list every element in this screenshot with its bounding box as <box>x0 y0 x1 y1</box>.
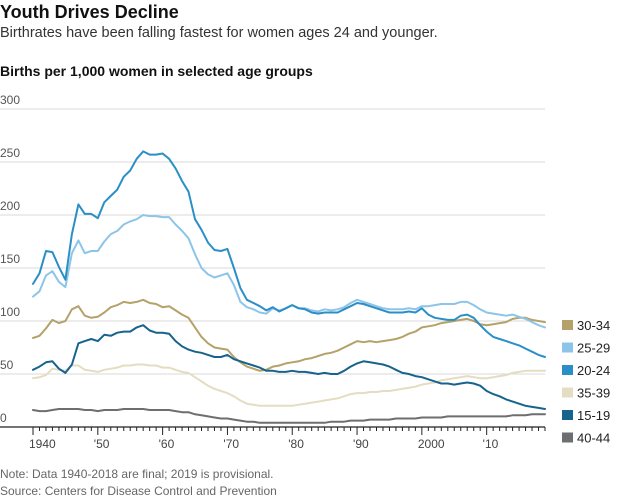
footnotes: Note: Data 1940-2018 are final; 2019 is … <box>0 466 277 500</box>
x-tick-label: '70 <box>223 437 239 451</box>
y-axis-label: Births per 1,000 women in selected age g… <box>0 63 313 79</box>
gridlines <box>0 108 545 375</box>
legend-swatch-35-39 <box>562 387 573 398</box>
legend-label-35-39: 35-39 <box>577 386 610 401</box>
legend-swatch-40-44 <box>562 432 573 443</box>
source-note: Source: Centers for Disease Control and … <box>0 484 277 498</box>
legend-swatch-30-34 <box>562 320 573 330</box>
legend: 30-34 25-29 20-24 35-39 15-19 40-44 <box>562 318 610 446</box>
series-line-15-19 <box>32 324 546 410</box>
x-tick-label: '90 <box>353 437 369 451</box>
x-tick-label: 2000 <box>418 437 445 451</box>
legend-label-15-19: 15-19 <box>577 408 610 423</box>
legend-label-30-34: 30-34 <box>577 318 610 333</box>
chart-title: Youth Drives Decline <box>0 2 179 22</box>
x-tick-label: '60 <box>159 437 175 451</box>
series-line-40-44 <box>32 408 546 424</box>
series-line-20-24 <box>32 150 546 358</box>
legend-swatch-25-29 <box>562 342 573 353</box>
y-tick-label: 250 <box>0 146 20 160</box>
series-line-35-39 <box>32 363 546 407</box>
x-tick-label: '10 <box>483 437 499 451</box>
legend-label-20-24: 20-24 <box>577 363 610 378</box>
legend-label-40-44: 40-44 <box>577 431 610 446</box>
chart-subtitle: Birthrates have been falling fastest for… <box>0 25 438 41</box>
y-tick-label: 50 <box>0 358 14 372</box>
series-lines <box>32 150 546 424</box>
y-tick-label: 0 <box>0 411 7 425</box>
data-note: Note: Data 1940-2018 are final; 2019 is … <box>0 467 274 481</box>
legend-swatch-20-24 <box>562 365 573 375</box>
x-tick-label: '80 <box>288 437 304 451</box>
y-tick-label: 200 <box>0 199 20 213</box>
series-line-30-34 <box>32 298 546 372</box>
y-tick-label: 150 <box>0 252 20 266</box>
series-line-25-29 <box>32 214 546 329</box>
x-tick-label: 1940 <box>29 437 56 451</box>
y-tick-label: 300 <box>0 93 20 107</box>
x-tick-label: '50 <box>94 437 110 451</box>
legend-label-25-29: 25-29 <box>577 341 610 356</box>
y-tick-labels: 0 50 100 150 200 250 300 <box>0 93 20 425</box>
x-axis: 1940 '50 '60 '70 '80 '90 2000 '10 <box>0 426 546 451</box>
legend-swatch-15-19 <box>562 410 573 420</box>
y-tick-label: 100 <box>0 305 20 319</box>
